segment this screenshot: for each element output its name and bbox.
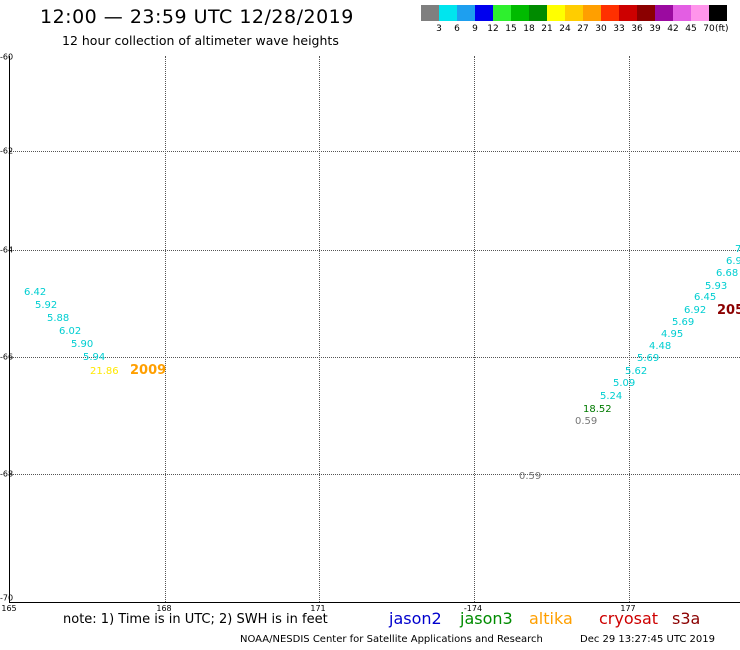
generated-timestamp: Dec 29 13:27:45 UTC 2019 — [580, 634, 715, 645]
wave-height-value: 4.48 — [649, 341, 672, 352]
meridian-gridline — [165, 56, 166, 602]
legend-swatch — [709, 5, 727, 21]
map-subtitle: 12 hour collection of altimeter wave hei… — [62, 33, 339, 48]
wave-height-value: 0.59 — [519, 471, 542, 482]
credit-line: NOAA/NESDIS Center for Satellite Applica… — [240, 634, 543, 645]
legend-label: 18 — [523, 24, 535, 34]
legend-label: 9 — [472, 24, 478, 34]
legend-swatch — [547, 5, 565, 21]
meridian-gridline — [474, 56, 475, 602]
legend-label: 24 — [559, 24, 571, 34]
wave-height-value: 6.45 — [694, 292, 717, 303]
satellite-jason3: jason3 — [460, 609, 513, 628]
lon-label: 177 — [620, 604, 636, 613]
wave-height-value: 18.52 — [583, 404, 612, 415]
legend-label: 12 — [487, 24, 499, 34]
legend-label: 15 — [505, 24, 517, 34]
wave-height-value: 5.93 — [705, 281, 728, 292]
map-plot-area — [9, 56, 740, 603]
legend-swatch — [439, 5, 457, 21]
lon-label: 168 — [156, 604, 172, 613]
legend-swatch — [619, 5, 637, 21]
legend-label: 36 — [631, 24, 643, 34]
lat-label: -68 — [0, 469, 14, 479]
parallel-gridline — [10, 357, 740, 358]
legend-unit: (ft) — [715, 24, 729, 34]
meridian-gridline — [319, 56, 320, 602]
wave-height-value: 6.92 — [684, 305, 707, 316]
legend-swatch — [637, 5, 655, 21]
legend-swatch — [673, 5, 691, 21]
wave-height-value: 5.88 — [47, 313, 70, 324]
legend-label: 30 — [595, 24, 607, 34]
wave-height-value: 5.90 — [71, 339, 94, 350]
parallel-gridline — [10, 250, 740, 251]
satellite-cryosat: cryosat — [599, 609, 659, 628]
track-time-label: 205 — [717, 303, 740, 318]
track-time-label: 2009 — [130, 363, 167, 378]
lon-label: -174 — [463, 604, 483, 613]
legend-swatch — [421, 5, 439, 21]
wave-height-value: 5.24 — [600, 391, 623, 402]
legend-swatch — [565, 5, 583, 21]
parallel-gridline — [10, 151, 740, 152]
legend-label: 3 — [436, 24, 442, 34]
lat-label: -64 — [0, 245, 14, 255]
wave-height-value: 7 — [735, 244, 740, 255]
legend-swatch — [655, 5, 673, 21]
wave-height-value: 6.02 — [59, 326, 82, 337]
legend-swatch — [601, 5, 619, 21]
lat-label: -62 — [0, 146, 14, 156]
satellite-s3a: s3a — [672, 609, 701, 628]
legend-swatch — [511, 5, 529, 21]
lat-label: -70 — [0, 593, 14, 603]
wave-height-value: 5.94 — [83, 352, 106, 363]
map-title: 12:00 — 23:59 UTC 12/28/2019 — [40, 6, 354, 28]
wave-height-value: 21.86 — [90, 366, 119, 377]
parallel-gridline — [10, 474, 740, 475]
legend-label: 39 — [649, 24, 661, 34]
wave-height-value: 6.42 — [24, 287, 47, 298]
legend-label: 70 — [703, 24, 715, 34]
legend-label: 33 — [613, 24, 625, 34]
lon-label: 165 — [1, 604, 17, 613]
wave-height-value: 4.95 — [661, 329, 684, 340]
lat-label: -66 — [0, 352, 14, 362]
wave-height-value: 5.09 — [613, 378, 636, 389]
wave-height-value: 6.68 — [716, 268, 739, 279]
wave-height-value: 5.62 — [625, 366, 648, 377]
wave-height-value: 5.69 — [637, 353, 660, 364]
legend-swatch — [475, 5, 493, 21]
legend-swatch — [583, 5, 601, 21]
units-note: note: 1) Time is in UTC; 2) SWH is in fe… — [63, 612, 328, 627]
wave-height-value: 5.69 — [672, 317, 695, 328]
wave-height-value: 6.9 — [726, 256, 740, 267]
legend-swatch — [493, 5, 511, 21]
lon-label: 171 — [310, 604, 326, 613]
legend-swatch — [691, 5, 709, 21]
legend-label: 42 — [667, 24, 679, 34]
lat-label: -60 — [0, 52, 14, 62]
legend-swatch — [457, 5, 475, 21]
legend-label: 27 — [577, 24, 589, 34]
meridian-gridline — [629, 56, 630, 602]
satellite-altika: altika — [529, 609, 573, 628]
wave-height-value: 5.92 — [35, 300, 58, 311]
legend-label: 21 — [541, 24, 553, 34]
wave-height-value: 0.59 — [575, 416, 598, 427]
satellite-jason2: jason2 — [389, 609, 442, 628]
legend-swatch — [529, 5, 547, 21]
legend-label: 45 — [685, 24, 697, 34]
legend-label: 6 — [454, 24, 460, 34]
